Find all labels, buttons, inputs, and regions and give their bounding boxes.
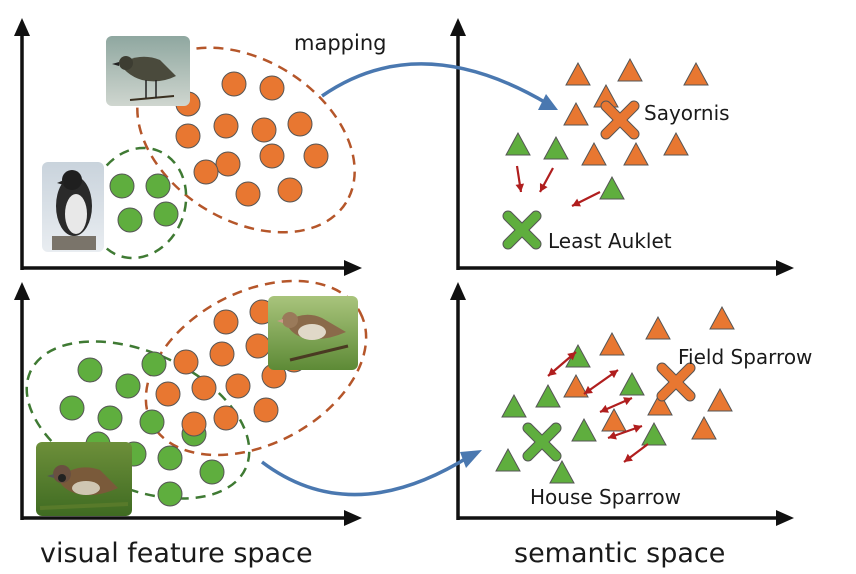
- visual-point: [225, 373, 251, 399]
- visual-point: [221, 71, 247, 97]
- visual-point: [251, 117, 277, 143]
- visual-point: [193, 159, 219, 185]
- visual-point: [287, 111, 313, 137]
- semantic-point: [691, 415, 717, 440]
- mapping-arrow-bottom: [260, 450, 482, 497]
- semantic-point: [581, 141, 607, 166]
- mapping-label: mapping: [294, 31, 386, 55]
- visual-point: [175, 123, 201, 149]
- caption-semantic-space: semantic space: [514, 538, 725, 569]
- visual-point: [117, 207, 143, 233]
- class-prototype-field-sparrow-icon: [656, 362, 696, 402]
- visual-point: [259, 143, 285, 169]
- semantic-point: [563, 373, 589, 398]
- visual-point: [259, 75, 285, 101]
- semantic-point: [619, 371, 645, 396]
- shift-arrows-bottom: [547, 351, 649, 463]
- semantic-point: [617, 57, 643, 82]
- semantic-point: [683, 61, 709, 86]
- class-prototype-sayornis-icon: [600, 100, 640, 140]
- semantic-point: [707, 387, 733, 412]
- visual-point: [141, 351, 167, 377]
- semantic-point: [709, 305, 735, 330]
- semantic-point: [535, 383, 561, 408]
- visual-point: [213, 309, 239, 335]
- field-sparrow-photo-icon: [268, 296, 358, 370]
- visual-point: [181, 411, 207, 437]
- class-prototype-least-auklet-icon: [502, 210, 542, 250]
- semantic-point: [599, 175, 625, 200]
- semantic-point: [501, 393, 527, 418]
- semantic-point: [601, 407, 627, 432]
- label-least-auklet: Least Auklet: [548, 229, 672, 253]
- semantic-point: [645, 315, 671, 340]
- visual-point: [97, 405, 123, 431]
- visual-point: [173, 349, 199, 375]
- visual-point: [277, 177, 303, 203]
- house-sparrow-photo-icon: [36, 442, 132, 516]
- visual-point: [139, 409, 165, 435]
- semantic-point: [549, 459, 575, 484]
- cluster-outline-house-sparrow: [25, 340, 251, 500]
- semantic-point: [571, 417, 597, 442]
- class-prototype-house-sparrow-icon: [522, 422, 562, 462]
- semantic-point: [623, 141, 649, 166]
- visual-point: [199, 459, 225, 485]
- semantic-point: [505, 131, 531, 156]
- axes: [14, 18, 794, 526]
- visual-point: [59, 395, 85, 421]
- semantic-point: [543, 135, 569, 160]
- visual-point: [145, 173, 171, 199]
- axis-bottom-left: [14, 282, 362, 526]
- visual-point: [209, 341, 235, 367]
- semantic-point: [599, 331, 625, 356]
- semantic-point: [495, 447, 521, 472]
- label-house-sparrow: House Sparrow: [530, 485, 681, 509]
- visual-point: [77, 357, 103, 383]
- visual-point: [191, 375, 217, 401]
- semantic-point: [641, 421, 667, 446]
- visual-points-sayornis: [175, 71, 329, 207]
- label-sayornis: Sayornis: [644, 101, 730, 125]
- axis-bottom-right: [450, 282, 794, 526]
- semantic-points-sayornis-neighbors: [563, 57, 709, 166]
- mapping-arrow-top: [321, 62, 558, 110]
- visual-point: [213, 405, 239, 431]
- visual-point: [157, 481, 183, 507]
- visual-point: [157, 445, 183, 471]
- label-field-sparrow: Field Sparrow: [678, 345, 812, 369]
- visual-point: [213, 113, 239, 139]
- visual-point: [215, 151, 241, 177]
- semantic-point: [565, 61, 591, 86]
- axis-top-right: [450, 18, 794, 276]
- semantic-point: [647, 391, 673, 416]
- visual-point: [253, 397, 279, 423]
- semantic-points-field-sparrow: [563, 305, 735, 440]
- visual-point: [303, 143, 329, 169]
- semantic-points-least-auklet: [505, 131, 625, 200]
- visual-point: [245, 333, 271, 359]
- least-auklet-photo-icon: [42, 162, 104, 252]
- caption-visual-feature-space: visual feature space: [40, 538, 313, 569]
- semantic-points-house-sparrow: [495, 343, 667, 484]
- visual-point: [115, 373, 141, 399]
- semantic-point: [563, 101, 589, 126]
- visual-points-least-auklet: [109, 173, 179, 233]
- visual-point: [153, 201, 179, 227]
- sayornis-photo-icon: [106, 36, 190, 106]
- semantic-point: [663, 131, 689, 156]
- visual-point: [235, 181, 261, 207]
- visual-point: [109, 173, 135, 199]
- visual-point: [155, 381, 181, 407]
- shift-arrows-top: [515, 165, 601, 207]
- axis-top-left: [14, 18, 362, 276]
